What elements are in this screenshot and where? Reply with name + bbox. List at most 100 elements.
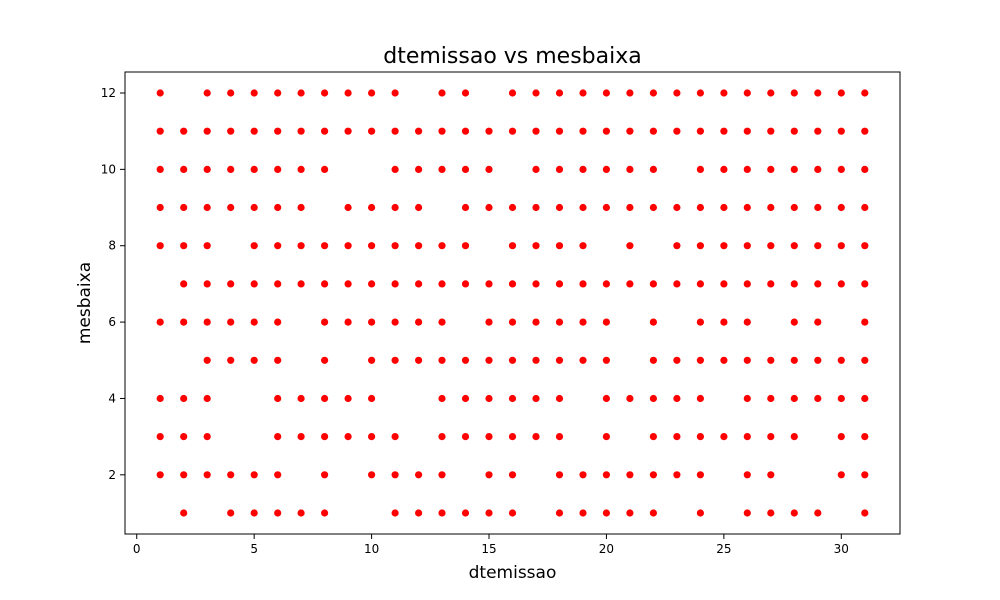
scatter-point: [156, 89, 164, 97]
scatter-point: [250, 242, 258, 250]
scatter-point: [485, 509, 493, 517]
scatter-point: [673, 471, 681, 479]
scatter-point: [274, 471, 282, 479]
scatter-point: [790, 433, 798, 441]
scatter-point: [626, 127, 634, 135]
scatter-point: [321, 356, 329, 364]
scatter-point: [461, 356, 470, 364]
scatter-point: [767, 394, 775, 403]
scatter-point: [227, 471, 235, 479]
scatter-point: [297, 127, 305, 135]
scatter-point: [203, 471, 211, 479]
x-tick-label: 5: [250, 542, 258, 556]
scatter-point: [321, 509, 329, 517]
scatter-point: [180, 509, 188, 517]
scatter-point: [485, 471, 493, 479]
scatter-point: [790, 509, 798, 517]
scatter-point: [743, 356, 751, 364]
scatter-point: [321, 127, 329, 135]
scatter-point: [767, 89, 775, 97]
scatter-point: [368, 318, 376, 326]
x-tick-label: 15: [481, 542, 496, 556]
scatter-point: [579, 356, 587, 364]
scatter-point: [297, 433, 305, 441]
scatter-point: [438, 318, 446, 326]
y-tick-label: 8: [108, 239, 116, 253]
scatter-point: [861, 471, 869, 479]
scatter-point: [415, 165, 423, 173]
scatter-point: [415, 356, 423, 364]
scatter-point: [626, 471, 634, 479]
scatter-point: [790, 280, 798, 288]
scatter-point: [438, 127, 446, 135]
y-tick-label: 2: [108, 468, 116, 482]
scatter-point: [250, 89, 258, 97]
scatter-point: [415, 471, 423, 479]
y-axis-title: mesbaixa: [75, 262, 95, 344]
scatter-point: [814, 242, 822, 250]
scatter-point: [579, 165, 587, 173]
scatter-point: [344, 394, 352, 403]
scatter-point: [602, 356, 611, 364]
scatter-point: [415, 242, 423, 250]
scatter-point: [180, 471, 188, 479]
scatter-point: [180, 165, 188, 173]
scatter-point: [461, 203, 470, 212]
scatter-point: [180, 127, 188, 135]
scatter-point: [837, 127, 845, 135]
scatter-point: [391, 165, 399, 173]
scatter-point: [673, 433, 681, 441]
scatter-point: [696, 242, 705, 250]
scatter-point: [227, 356, 235, 364]
scatter-point: [321, 318, 329, 326]
scatter-point: [720, 280, 728, 288]
scatter-point: [532, 203, 540, 212]
scatter-point: [344, 203, 352, 212]
scatter-point: [743, 433, 751, 441]
scatter-point: [297, 509, 305, 517]
scatter-point: [203, 356, 211, 364]
scatter-point: [485, 280, 493, 288]
scatter-point: [743, 242, 751, 250]
scatter-point: [438, 89, 446, 97]
scatter-point: [790, 356, 798, 364]
scatter-point: [438, 280, 446, 288]
scatter-point: [767, 127, 775, 135]
scatter-point: [415, 509, 423, 517]
scatter-point: [297, 394, 305, 403]
scatter-point: [649, 318, 658, 326]
scatter-point: [602, 433, 611, 441]
scatter-point: [391, 242, 399, 250]
scatter-point: [790, 165, 798, 173]
scatter-point: [743, 280, 751, 288]
scatter-point: [368, 242, 376, 250]
scatter-point: [508, 509, 517, 517]
scatter-point: [861, 89, 869, 97]
y-tick-label: 4: [108, 391, 116, 405]
scatter-point: [720, 127, 728, 135]
scatter-point: [250, 356, 258, 364]
scatter-point: [767, 165, 775, 173]
scatter-point: [696, 89, 705, 97]
scatter-point: [649, 509, 658, 517]
scatter-point: [532, 433, 540, 441]
scatter-point: [203, 433, 211, 441]
scatter-point: [485, 203, 493, 212]
scatter-point: [344, 242, 352, 250]
scatter-point: [274, 280, 282, 288]
scatter-point: [743, 89, 751, 97]
scatter-point: [227, 127, 235, 135]
scatter-point: [227, 165, 235, 173]
scatter-point: [555, 433, 564, 441]
scatter-point: [508, 471, 517, 479]
scatter-point: [767, 203, 775, 212]
scatter-point: [368, 433, 376, 441]
scatter-point: [790, 394, 798, 403]
scatter-point: [814, 394, 822, 403]
scatter-point: [649, 165, 658, 173]
scatter-point: [626, 509, 634, 517]
axes: 0 5 10 15 20 25 30 2 4 6 8 10 12: [101, 86, 849, 556]
scatter-point: [438, 165, 446, 173]
scatter-point: [461, 89, 470, 97]
scatter-point: [696, 318, 705, 326]
